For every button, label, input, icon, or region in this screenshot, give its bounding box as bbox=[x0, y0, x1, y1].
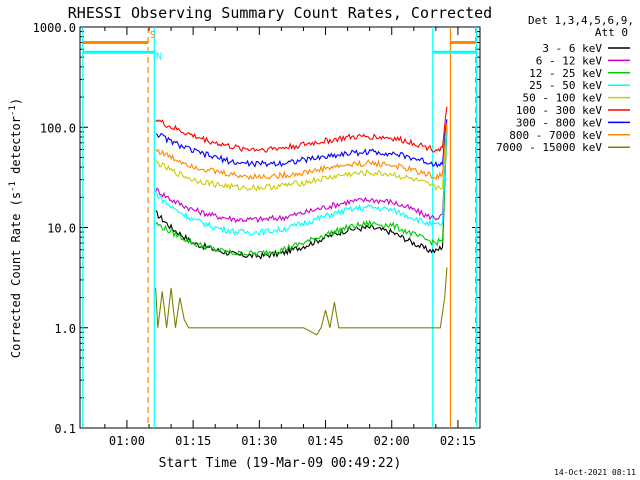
plot-area: 0.1 1.0 10.0 100.0 1000.0 01:00 01:15 01:30 01:4… bbox=[33, 21, 481, 448]
legend-header: Det 1,3,4,5,6,9, bbox=[528, 14, 634, 27]
series-line bbox=[155, 267, 448, 336]
legend-label: 800 - 7000 keV bbox=[509, 129, 602, 142]
y-axis-label-mid: detector bbox=[9, 116, 23, 181]
y-tick-label: 0.1 bbox=[54, 422, 76, 436]
series-line bbox=[155, 129, 448, 257]
legend-label: 7000 - 15000 keV bbox=[496, 141, 602, 154]
legend-label: 25 - 50 keV bbox=[529, 79, 602, 92]
x-tick-label: 01:00 bbox=[109, 434, 145, 448]
y-axis-label-sup2: -1 bbox=[8, 105, 18, 116]
y-tick-label: 100.0 bbox=[40, 121, 76, 135]
y-tick-label: 1000.0 bbox=[33, 21, 76, 35]
x-tick-label: 01:30 bbox=[241, 434, 277, 448]
legend-label: 3 - 6 keV bbox=[542, 42, 602, 55]
x-tick-label: 02:00 bbox=[374, 434, 410, 448]
legend-label: 100 - 300 keV bbox=[516, 104, 602, 117]
x-tick-label: 02:15 bbox=[440, 434, 476, 448]
series-line bbox=[155, 106, 448, 153]
series-line bbox=[155, 127, 448, 260]
x-tick-label: 01:45 bbox=[307, 434, 343, 448]
plot-frame bbox=[79, 26, 481, 429]
series-line bbox=[155, 119, 448, 168]
y-axis-label-sup1: -1 bbox=[8, 181, 18, 192]
y-tick-label: 1.0 bbox=[54, 322, 76, 336]
series-line bbox=[155, 123, 448, 224]
y-axis-label: Corrected Count Rate (s-1 detector-1) bbox=[8, 98, 23, 358]
y-axis-label-main: Corrected Count Rate (s bbox=[9, 192, 23, 358]
series-line bbox=[155, 125, 448, 237]
chart-title: RHESSI Observing Summary Count Rates, Co… bbox=[68, 4, 492, 22]
legend-label: 12 - 25 keV bbox=[529, 67, 602, 80]
x-axis-label: Start Time (19-Mar-09 00:49:22) bbox=[159, 456, 402, 471]
y-axis-label-end: ) bbox=[9, 98, 23, 105]
series-line bbox=[155, 123, 448, 181]
x-tick-label: 01:15 bbox=[175, 434, 211, 448]
legend-label: 6 - 12 keV bbox=[536, 54, 603, 67]
annotation-n: N bbox=[156, 51, 162, 62]
footer-timestamp: 14-Oct-2021 08:11 bbox=[554, 468, 636, 477]
annotation-s: S bbox=[150, 30, 156, 41]
series-line bbox=[155, 123, 448, 192]
y-tick-label: 10.0 bbox=[47, 222, 76, 236]
legend-label: 50 - 100 keV bbox=[523, 92, 603, 105]
legend-header: Att 0 bbox=[595, 26, 628, 39]
legend-label: 300 - 800 keV bbox=[516, 116, 602, 129]
